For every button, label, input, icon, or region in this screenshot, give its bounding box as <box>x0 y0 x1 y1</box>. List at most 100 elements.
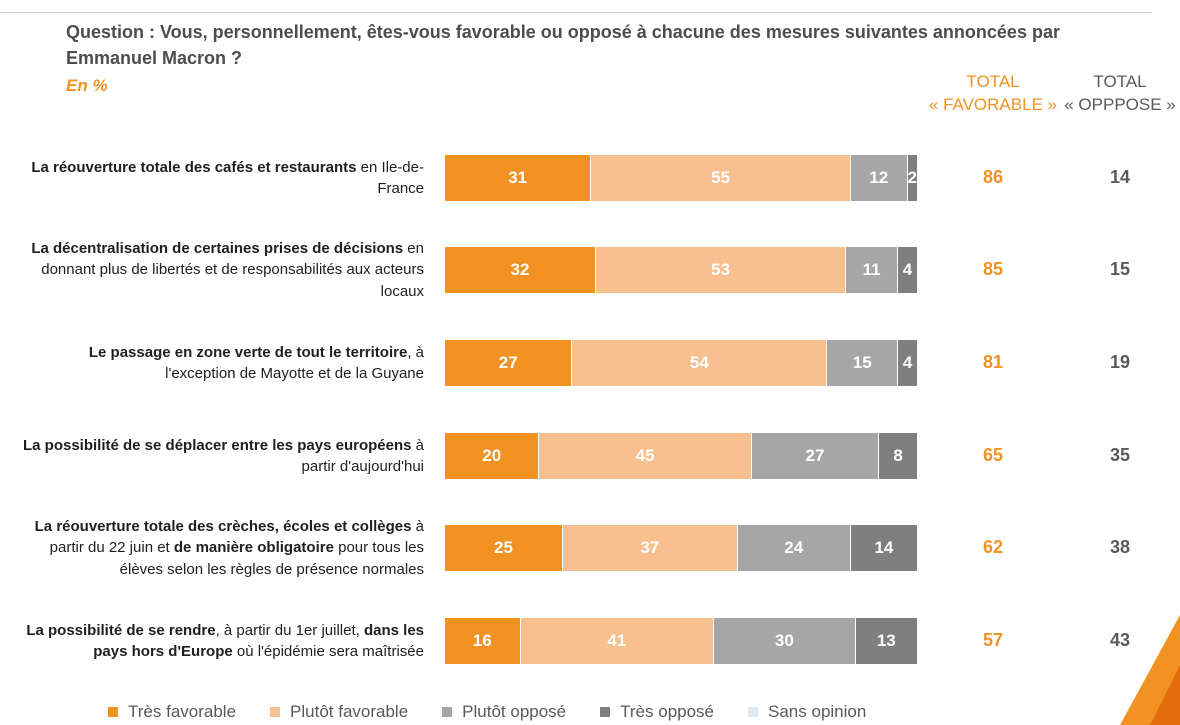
row-label-part: pour tous les élèves selon les règles de… <box>119 539 424 578</box>
bar-segment-tres-oppose: 13 <box>855 618 917 664</box>
bar-segment-plutot-oppose: 30 <box>714 618 856 664</box>
total-favorable-header-line2: « FAVORABLE » <box>928 95 1058 114</box>
bar-value-label: 41 <box>607 631 627 650</box>
legend-swatch <box>442 707 453 717</box>
bar-segment-plutot-favorable: 45 <box>539 433 752 479</box>
legend-swatch <box>270 707 281 717</box>
total-favorable-value: 62 <box>982 537 1004 557</box>
total-favorable-value: 81 <box>982 352 1004 372</box>
bar-segment-tres-oppose: 8 <box>879 433 917 479</box>
stacked-bar: 16 41 30 13 <box>445 618 917 664</box>
bar-value-label: 24 <box>784 538 804 557</box>
row-label: La possibilité de se déplacer entre les … <box>20 435 424 478</box>
total-favorable-value: 86 <box>982 167 1004 187</box>
total-oppose-value: 15 <box>1109 259 1131 279</box>
legend-item-tres-oppose: Très opposé <box>600 702 714 722</box>
bar-value-label: 55 <box>711 168 731 187</box>
row-label-part: en donnant plus de libertés et de respon… <box>41 239 424 300</box>
bar-value-label: 4 <box>902 353 913 372</box>
total-favorable-value: 85 <box>982 259 1004 279</box>
bar-value-label: 15 <box>852 353 872 372</box>
bar-value-label: 53 <box>711 260 731 279</box>
row-label-part: La réouverture totale des cafés et resta… <box>31 158 357 176</box>
legend-label: Très opposé <box>620 702 715 721</box>
corner-accent-dark <box>1150 665 1180 725</box>
legend-label: Très favorable <box>128 702 237 721</box>
top-divider <box>0 12 1152 13</box>
total-oppose-header-line2: « OPPPOSE » <box>1064 95 1176 114</box>
bar-segment-plutot-oppose: 27 <box>751 433 880 479</box>
row-label-part: , à partir du 1er juillet, <box>215 621 364 639</box>
stacked-bar: 20 45 27 8 <box>445 433 917 479</box>
question-title: Question : Vous, personnellement, êtes-v… <box>66 22 1060 68</box>
row-label-part: La possibilité de se déplacer entre les … <box>22 436 412 454</box>
bar-segment-tres-oppose: 4 <box>898 340 917 386</box>
bar-value-label: 32 <box>510 260 530 279</box>
bar-segment-tres-oppose: 2 <box>907 155 917 201</box>
legend-swatch <box>748 707 759 717</box>
row-label-part: La possibilité de se rendre <box>26 621 216 639</box>
bar-value-label: 30 <box>774 631 794 650</box>
total-oppose-header-line1: TOTAL <box>1093 72 1147 91</box>
bar-value-label: 2 <box>907 168 917 187</box>
bar-value-label: 14 <box>874 538 894 557</box>
unit-label: En % <box>66 76 108 95</box>
bar-value-label: 45 <box>635 446 655 465</box>
bar-segment-plutot-oppose: 24 <box>737 525 851 571</box>
bar-segment-tres-favorable: 25 <box>445 525 563 571</box>
stacked-bar: 31 55 12 2 <box>445 155 917 201</box>
bar-value-label: 31 <box>508 168 528 187</box>
legend-item-plutot-oppose: Plutôt opposé <box>442 702 566 722</box>
bar-value-label: 4 <box>902 260 913 279</box>
row-label: La réouverture totale des cafés et resta… <box>20 157 424 200</box>
chart-legend: Très favorable Plutôt favorable Plutôt opp… <box>108 702 900 722</box>
bar-value-label: 54 <box>689 353 709 372</box>
legend-item-plutot-favorable: Plutôt favorable <box>270 702 408 722</box>
bar-value-label: 25 <box>494 538 513 557</box>
bar-value-label: 12 <box>869 168 889 187</box>
bar-segment-plutot-favorable: 53 <box>596 247 847 293</box>
row-label-part: , à l'exception de Mayotte et de la Guya… <box>165 343 424 383</box>
bar-segment-plutot-favorable: 54 <box>572 340 828 386</box>
bar-segment-tres-favorable: 16 <box>445 618 521 664</box>
bar-segment-plutot-favorable: 41 <box>520 618 715 664</box>
row-label-part: en Ile-de-France <box>356 158 424 198</box>
legend-label: Sans opinion <box>768 702 867 721</box>
stacked-bar: 32 53 11 4 <box>445 247 917 293</box>
row-label-part: où l'épidémie sera maîtrisée <box>232 643 424 660</box>
legend-swatch <box>108 707 118 717</box>
row-label-part: dans les pays hors d'Europe <box>93 621 424 661</box>
total-favorable-header: TOTAL « FAVORABLE » <box>923 70 1063 116</box>
total-favorable-header-line1: TOTAL <box>966 72 1020 91</box>
bar-value-label: 8 <box>893 446 903 465</box>
legend-label: Plutôt opposé <box>462 702 567 721</box>
bar-segment-plutot-favorable: 37 <box>563 525 738 571</box>
corner-accent-graphic <box>1120 615 1180 725</box>
legend-swatch <box>600 707 611 717</box>
bar-segment-tres-oppose: 14 <box>850 525 917 571</box>
legend-item-sans-opinion: Sans opinion <box>748 702 866 722</box>
total-oppose-value: 35 <box>1109 445 1131 465</box>
total-oppose-value: 19 <box>1109 352 1131 372</box>
bar-segment-tres-favorable: 31 <box>445 155 592 201</box>
row-label: La possibilité de se rendre, à partir du… <box>20 620 424 663</box>
row-label-part: La décentralisation de certaines prises … <box>31 239 404 257</box>
bar-segment-plutot-oppose: 11 <box>846 247 899 293</box>
total-oppose-value: 43 <box>1109 630 1131 650</box>
bar-value-label: 37 <box>640 538 660 557</box>
row-label-part: à partir du 22 juin et <box>49 517 424 557</box>
total-favorable-value: 65 <box>982 445 1004 465</box>
bar-segment-tres-favorable: 27 <box>445 340 573 386</box>
total-oppose-value: 14 <box>1109 167 1131 187</box>
bar-value-label: 27 <box>498 353 518 372</box>
row-label-part: Le passage en zone verte de tout le terr… <box>88 343 408 361</box>
row-label: La décentralisation de certaines prises … <box>20 238 424 303</box>
bar-segment-tres-oppose: 4 <box>898 247 917 293</box>
total-favorable-value: 57 <box>982 630 1004 650</box>
bar-segment-plutot-favorable: 55 <box>591 155 851 201</box>
stacked-bar: 27 54 15 4 <box>445 340 917 386</box>
row-label: La réouverture totale des crèches, école… <box>20 516 424 581</box>
legend-label: Plutôt favorable <box>290 702 409 721</box>
row-label-part: La réouverture totale des crèches, école… <box>34 517 412 535</box>
bar-value-label: 20 <box>482 446 502 465</box>
